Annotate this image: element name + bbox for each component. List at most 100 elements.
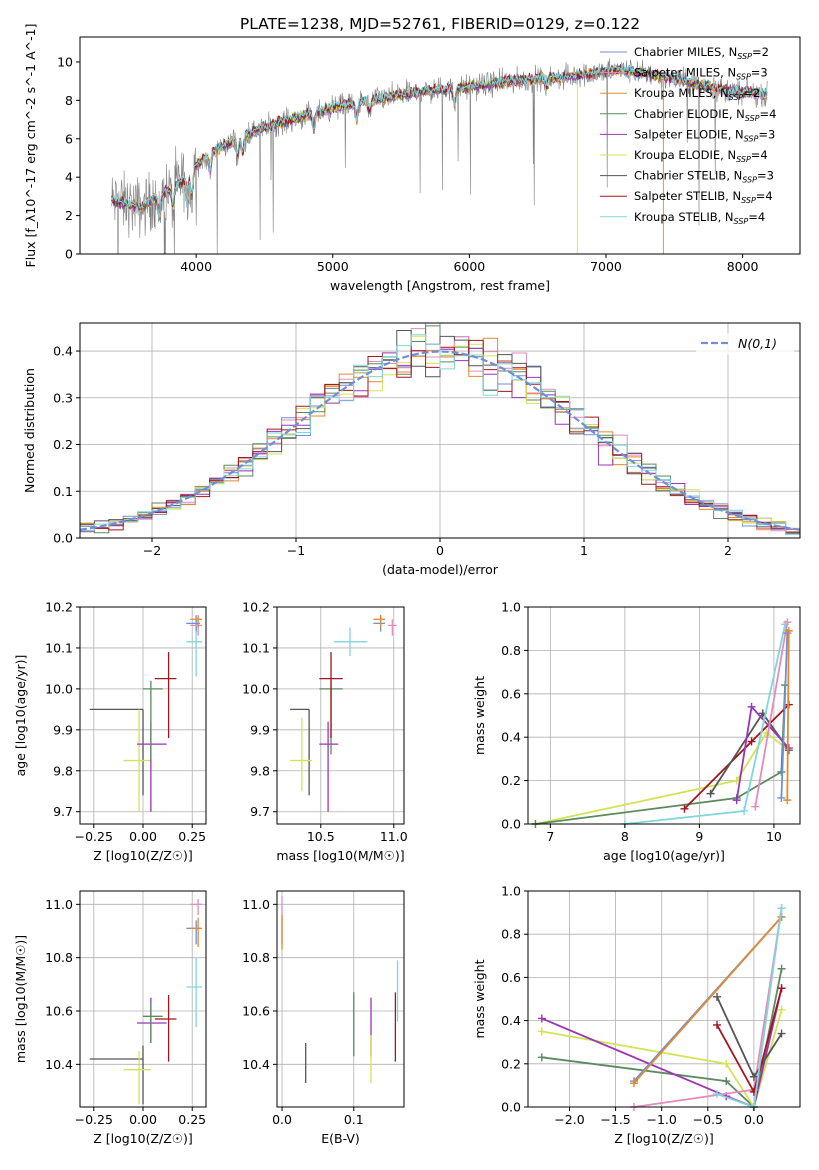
data-point-chabrier-miles bbox=[373, 615, 386, 632]
data-point-kroupa-elodie bbox=[123, 709, 151, 812]
mass-weight-vs-age-plot: 7 8 9 10 0.0 0.2 0.4 0.6 0.8 1.0 age [log10(age/yr… bbox=[472, 600, 801, 863]
data-point-chabrier-stelib bbox=[89, 1045, 144, 1105]
y-tick-label: 1.0 bbox=[501, 884, 521, 899]
series-salpeter-miles bbox=[751, 618, 792, 811]
x-axis-label: age [log10(age/yr)] bbox=[603, 848, 725, 863]
data-point-salpeter-stelib bbox=[154, 652, 177, 739]
y-tick-label: 10.4 bbox=[242, 1057, 270, 1072]
data-point-marker bbox=[680, 804, 689, 813]
y-axis-label: mass weight bbox=[472, 676, 487, 755]
data-point-marker bbox=[777, 904, 786, 913]
data-point-marker bbox=[713, 1020, 722, 1029]
axes-frame bbox=[527, 890, 801, 1108]
age-vs-mass-plot: 10.5 11.0 9.7 9.8 9.9 10.0 10.1 10.2 mass [log10… bbox=[242, 600, 408, 864]
y-tick-label: 0 bbox=[65, 247, 73, 262]
data-point-marker bbox=[732, 796, 741, 805]
y-tick-label: 9.7 bbox=[250, 804, 270, 819]
mass-weight-vs-metallicity-plot: −2.0 −1.5 −1.0 −0.5 0.0 0.0 0.2 0.4 0.6 0.8 1.0 Z [… bbox=[472, 884, 801, 1146]
x-tick-label: 4000 bbox=[180, 259, 212, 274]
data-point-marker bbox=[762, 728, 771, 737]
y-tick-label: 0.3 bbox=[53, 390, 73, 405]
x-axis-label: wavelength [Angstrom, rest frame] bbox=[330, 278, 550, 293]
y-tick-label: 10.6 bbox=[45, 1004, 73, 1019]
y-tick-label: 9.9 bbox=[53, 722, 73, 737]
y-tick-label: 9.7 bbox=[53, 804, 73, 819]
legend-entry-kroupa-stelib: Kroupa STELIB, NSSP=4 bbox=[634, 210, 765, 226]
x-tick-label: 0 bbox=[436, 543, 444, 558]
data-point-marker bbox=[722, 1059, 731, 1068]
y-tick-label: 8 bbox=[65, 93, 73, 108]
y-axis-label: age [log10(age/yr)] bbox=[13, 655, 28, 777]
x-tick-label: 0.1 bbox=[344, 1112, 364, 1127]
y-tick-label: 0.8 bbox=[501, 927, 521, 942]
x-tick-label: 8 bbox=[621, 829, 629, 844]
y-tick-label: 9.8 bbox=[250, 763, 270, 778]
y-tick-label: 9.8 bbox=[53, 763, 73, 778]
y-tick-label: 11.0 bbox=[242, 897, 270, 912]
data-point-marker bbox=[777, 1029, 786, 1038]
x-tick-label: 11.0 bbox=[380, 829, 408, 844]
y-tick-label: 10.0 bbox=[45, 681, 73, 696]
data-point-salpeter-elodie bbox=[319, 721, 339, 812]
series-line bbox=[633, 916, 783, 1084]
axes-frame bbox=[276, 890, 405, 1108]
data-point-marker bbox=[784, 744, 793, 753]
spectrum-plot: 4000 5000 6000 7000 8000 0 2 4 6 8 10 wavelength [A… bbox=[23, 24, 801, 293]
legend-entry-normal: N(0,1) bbox=[738, 336, 777, 351]
y-tick-label: 6 bbox=[65, 131, 73, 146]
axes-frame bbox=[527, 606, 801, 825]
data-point-kroupa-miles bbox=[190, 917, 203, 947]
y-tick-label: 2 bbox=[65, 208, 73, 223]
histograms bbox=[80, 323, 800, 535]
y-tick-label: 0.0 bbox=[501, 817, 521, 832]
x-tick-label: 0.00 bbox=[129, 1112, 157, 1127]
x-axis-label: Z [log10(Z/Z☉)] bbox=[93, 1131, 193, 1146]
legend-entry-salpeter-elodie: Salpeter ELODIE, NSSP=3 bbox=[634, 127, 775, 143]
y-axis-label: Flux [f_λ10^-17 erg cm^-2 s^-1 A^-1] bbox=[23, 24, 38, 268]
y-tick-label: 11.0 bbox=[45, 897, 73, 912]
x-tick-label: −1.5 bbox=[600, 1112, 630, 1127]
data-point-marker bbox=[706, 789, 715, 798]
normal-distribution-curve bbox=[80, 350, 800, 531]
axes-frame bbox=[276, 606, 405, 825]
series-line bbox=[754, 622, 789, 807]
data-point-kroupa-stelib bbox=[333, 627, 368, 657]
x-tick-label: −2.0 bbox=[554, 1112, 584, 1127]
series-chabrier-stelib bbox=[713, 992, 786, 1081]
y-tick-label: 0.4 bbox=[53, 344, 73, 359]
series-line bbox=[535, 685, 786, 825]
series-salpeter-stelib bbox=[713, 984, 786, 1096]
data-point-marker bbox=[747, 737, 756, 746]
data-point-kroupa-miles bbox=[190, 615, 203, 628]
legend-entry-chabrier-elodie: Chabrier ELODIE, NSSP=4 bbox=[634, 107, 776, 123]
x-axis-label: Z [log10(Z/Z☉)] bbox=[93, 848, 193, 863]
y-tick-label: 10.1 bbox=[242, 640, 270, 655]
data-point-salpeter-stelib bbox=[319, 652, 343, 739]
data-point-chabrier-elodie bbox=[143, 680, 163, 759]
data-point-kroupa-stelib bbox=[186, 957, 203, 1027]
data-point-salpeter-elodie bbox=[137, 721, 167, 812]
series-line bbox=[780, 632, 789, 799]
y-tick-label: 0.4 bbox=[501, 1013, 521, 1028]
series-line bbox=[716, 987, 783, 1095]
y-tick-label: 0.2 bbox=[501, 773, 521, 788]
y-tick-label: 10.4 bbox=[45, 1057, 73, 1072]
data-point-marker bbox=[777, 1005, 786, 1014]
y-tick-label: 0.1 bbox=[53, 484, 73, 499]
series-chabrier-miles bbox=[777, 629, 792, 802]
data-point-marker bbox=[777, 984, 786, 993]
error-bars bbox=[281, 896, 399, 1083]
y-tick-label: 0.6 bbox=[501, 970, 521, 985]
x-tick-label: 7 bbox=[546, 829, 554, 844]
x-tick-label: 5000 bbox=[317, 259, 349, 274]
legend-entry-chabrier-stelib: Chabrier STELIB, NSSP=3 bbox=[634, 169, 774, 185]
y-tick-label: 0.0 bbox=[53, 531, 73, 546]
data-point-marker bbox=[784, 626, 793, 635]
series-line bbox=[683, 703, 790, 810]
y-tick-label: 10.2 bbox=[242, 600, 270, 615]
mass-vs-extinction-plot: 0.0 0.1 10.4 10.6 10.8 11.0 E(B-V) bbox=[242, 890, 405, 1146]
data-point-marker bbox=[713, 992, 722, 1001]
data-point-marker bbox=[630, 1079, 639, 1088]
data-point-kroupa-elodie bbox=[290, 717, 313, 792]
data-point-salpeter-stelib bbox=[154, 995, 177, 1062]
